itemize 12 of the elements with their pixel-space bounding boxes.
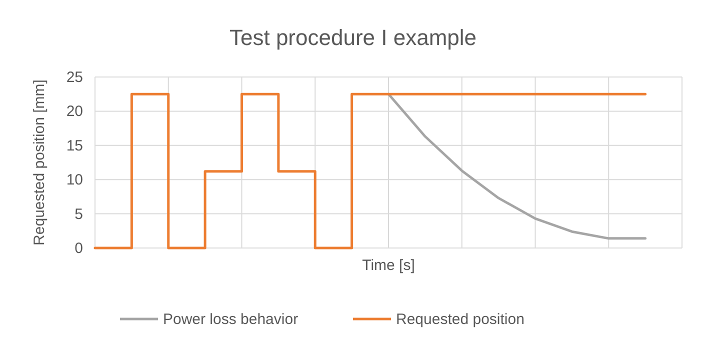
y-tick-label: 20 (66, 103, 83, 120)
legend-label: Power loss behavior (163, 311, 298, 328)
y-tick-label: 25 (66, 69, 83, 86)
y-tick-label: 15 (66, 137, 83, 154)
chart-title: Test procedure I example (229, 25, 477, 50)
y-tick-label: 10 (66, 172, 83, 189)
y-tick-label: 0 (74, 240, 83, 257)
legend-label: Requested position (396, 311, 524, 328)
y-axis-title: Requested position [mm] (31, 80, 48, 246)
x-axis-title: Time [s] (362, 257, 415, 274)
line-series (387, 92, 647, 240)
y-tick-label: 5 (74, 206, 83, 223)
